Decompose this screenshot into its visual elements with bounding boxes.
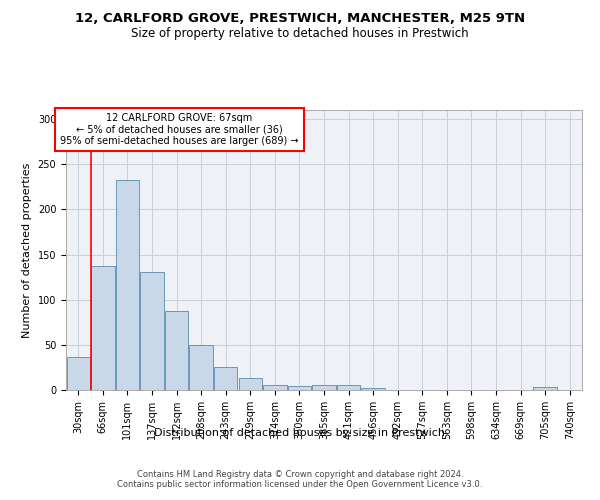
Bar	[361, 388, 385, 390]
Bar	[116, 180, 139, 390]
Y-axis label: Number of detached properties: Number of detached properties	[22, 162, 32, 338]
Bar	[140, 272, 164, 390]
Text: 12 CARLFORD GROVE: 67sqm
← 5% of detached houses are smaller (36)
95% of semi-de: 12 CARLFORD GROVE: 67sqm ← 5% of detache…	[60, 113, 299, 146]
Bar	[190, 345, 213, 390]
Bar	[533, 388, 557, 390]
Bar	[288, 386, 311, 390]
Bar	[165, 310, 188, 390]
Bar	[313, 386, 335, 390]
Text: Contains HM Land Registry data © Crown copyright and database right 2024.: Contains HM Land Registry data © Crown c…	[137, 470, 463, 479]
Bar	[67, 356, 90, 390]
Bar	[239, 378, 262, 390]
Text: Contains public sector information licensed under the Open Government Licence v3: Contains public sector information licen…	[118, 480, 482, 489]
Bar	[263, 384, 287, 390]
Bar	[214, 368, 238, 390]
Text: Distribution of detached houses by size in Prestwich: Distribution of detached houses by size …	[155, 428, 445, 438]
Text: Size of property relative to detached houses in Prestwich: Size of property relative to detached ho…	[131, 28, 469, 40]
Bar	[91, 266, 115, 390]
Text: 12, CARLFORD GROVE, PRESTWICH, MANCHESTER, M25 9TN: 12, CARLFORD GROVE, PRESTWICH, MANCHESTE…	[75, 12, 525, 26]
Bar	[337, 384, 360, 390]
